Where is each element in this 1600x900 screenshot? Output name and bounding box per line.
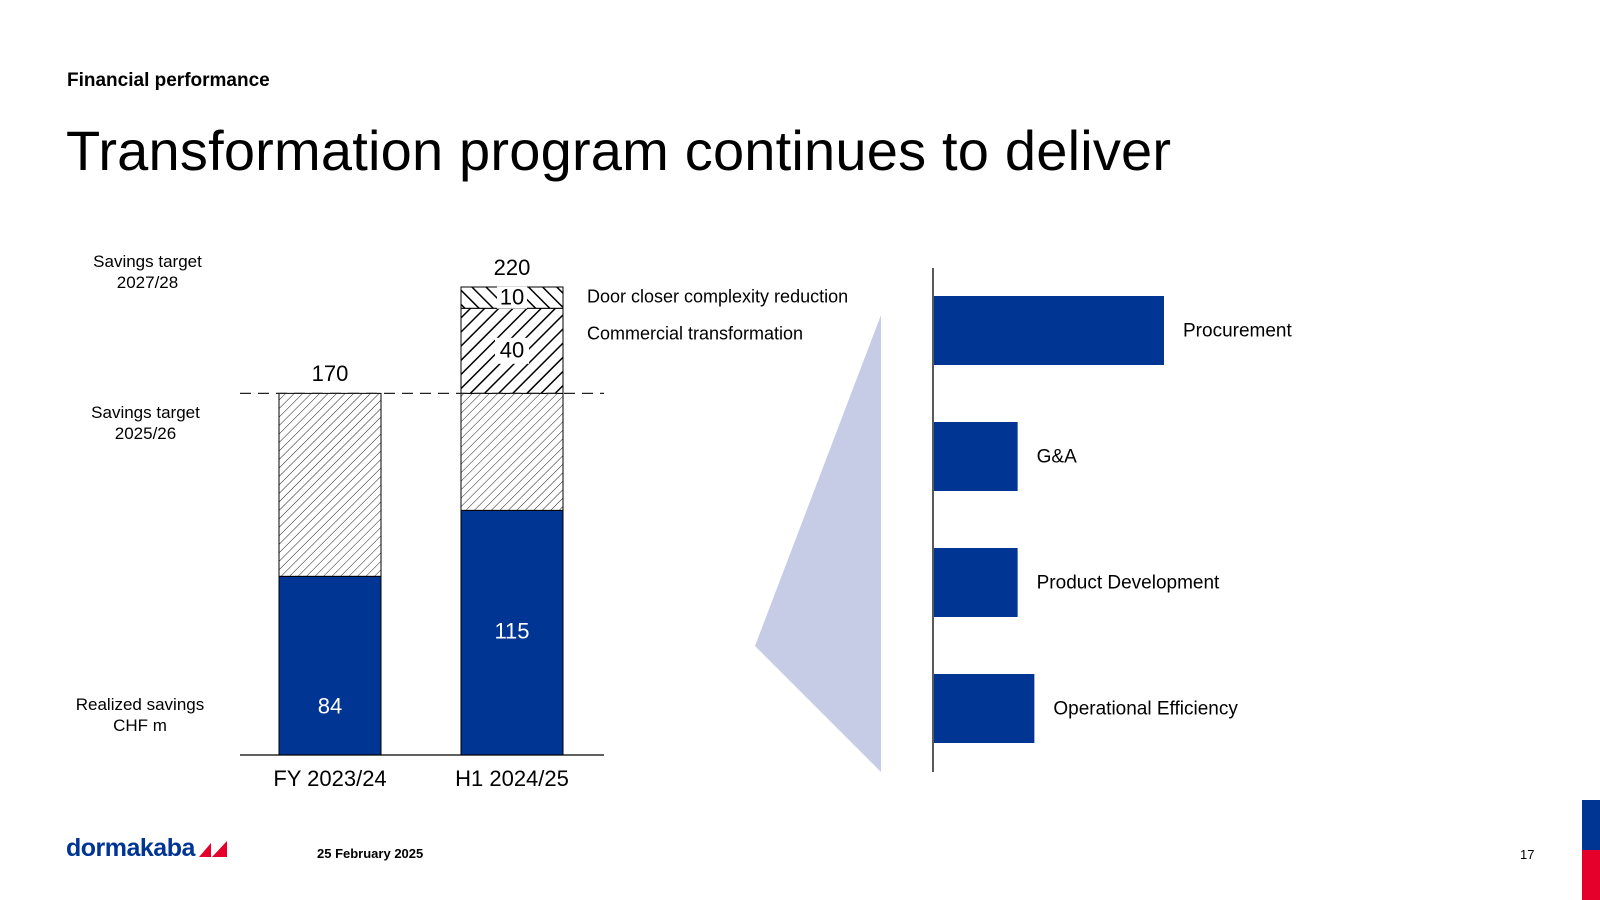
hbar-category-label: Procurement	[1183, 321, 1292, 342]
row-label-target-2728: Savings target 2027/28	[75, 251, 220, 293]
hbar-category-label: G&A	[1037, 447, 1077, 468]
row-label-target-2526: Savings target 2025/26	[73, 402, 218, 444]
bar-target-2526	[460, 392, 564, 511]
page-title: Transformation program continues to deli…	[66, 119, 1172, 182]
brand-mark-icon	[198, 840, 227, 857]
x-tick-label: FY 2023/24	[273, 766, 386, 791]
hbar-category-label: Product Development	[1037, 573, 1220, 594]
brand-stripe-red	[1582, 850, 1600, 900]
series-label: Commercial transformation	[587, 324, 803, 344]
data-label-realized: 84	[318, 693, 342, 718]
series-label: Door closer complexity reduction	[587, 286, 848, 306]
page-number: 17	[1520, 847, 1535, 862]
data-label-bg	[495, 337, 529, 364]
hbar-0	[934, 296, 1164, 365]
brand-wordmark: dormakaba	[66, 834, 195, 862]
row-label-realized: Realized savings CHF m	[65, 694, 215, 736]
footer-date: 25 February 2025	[317, 846, 424, 861]
data-label-segment: 10	[500, 284, 524, 309]
bar-target-2526	[278, 392, 382, 577]
hbar-2	[934, 548, 1018, 617]
row-label-line: CHF m	[113, 716, 167, 735]
brand-logo: dormakaba	[66, 834, 227, 863]
hbar-category-label: Operational Efficiency	[1053, 699, 1238, 720]
funnel-shape	[755, 315, 881, 772]
data-label-realized: 115	[494, 618, 529, 643]
brand-stripe-blue	[1582, 800, 1600, 850]
row-label-line: Savings target	[93, 252, 202, 271]
section-kicker: Financial performance	[67, 70, 270, 91]
row-label-line: 2025/26	[114, 424, 177, 443]
row-label-line: Savings target	[91, 403, 200, 422]
bar-realized	[278, 575, 382, 756]
data-label-bg	[497, 286, 527, 309]
data-label-segment: 40	[500, 338, 524, 363]
row-label-line: Realized savings	[75, 695, 205, 714]
data-label-total: 170	[312, 361, 349, 386]
x-tick-label: H1 2024/25	[455, 766, 569, 791]
hbar-1	[934, 422, 1018, 491]
data-label-total: 220	[494, 255, 531, 280]
bar-realized	[460, 509, 564, 756]
row-label-line: 2027/28	[116, 273, 179, 292]
hbar-3	[934, 674, 1035, 743]
